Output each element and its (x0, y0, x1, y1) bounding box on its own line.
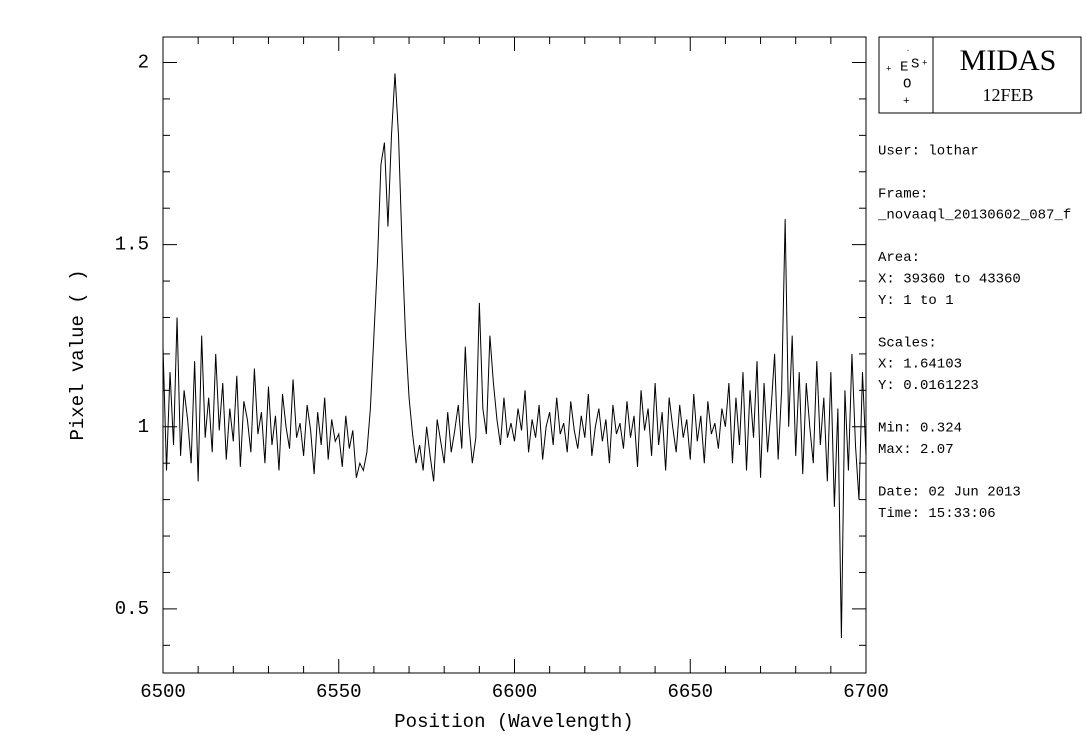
y-axis-label: Pixel value ( ) (67, 269, 89, 440)
x-tick-label: 6600 (492, 681, 538, 703)
panel-info: Date: 02 Jun 2013 (878, 485, 1021, 501)
logo-letter: E (900, 60, 908, 76)
y-tick-label: 1.5 (115, 234, 149, 256)
x-tick-label: 6650 (667, 681, 713, 703)
system-name: MIDAS (960, 44, 1057, 77)
panel-info: Frame: (878, 186, 928, 202)
plot-frame (162, 36, 867, 674)
panel-info: Scales: (878, 335, 937, 351)
system-version: 12FEB (982, 85, 1033, 105)
logo-star: . (906, 46, 910, 54)
panel-info: X: 1.64103 (878, 357, 962, 373)
panel-info: Y: 1 to 1 (878, 293, 954, 309)
logo-letter: S (911, 57, 919, 73)
x-tick-label: 6500 (140, 681, 186, 703)
logo-star: + (922, 58, 927, 68)
x-tick-label: 6550 (316, 681, 362, 703)
logo-star: + (903, 96, 910, 108)
panel-info: Min: 0.324 (878, 421, 962, 437)
logo-box (878, 36, 1082, 114)
y-tick-label: 2 (138, 52, 149, 74)
y-tick-label: 1 (138, 416, 149, 438)
x-tick-label: 6700 (843, 681, 889, 703)
panel-info: User: lothar (878, 144, 979, 160)
y-tick-label: 0.5 (115, 598, 149, 620)
panel-info: Area: (878, 250, 920, 266)
logo-star: + (886, 64, 891, 74)
panel-info: Time: 15:33:06 (878, 506, 996, 522)
panel-info: Max: 2.07 (878, 442, 954, 458)
x-axis-label: Position (Wavelength) (394, 711, 633, 733)
panel-info: _novaaql_20130602_087_f (877, 208, 1071, 224)
spectrum-line (162, 73, 867, 639)
logo-letter: O (903, 77, 911, 93)
panel-info: Y: 0.0161223 (878, 378, 979, 394)
panel-info: X: 39360 to 43360 (878, 272, 1021, 288)
